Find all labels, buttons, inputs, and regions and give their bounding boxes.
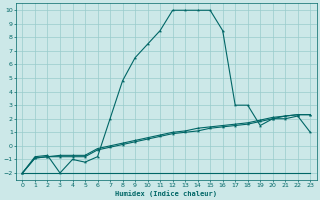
X-axis label: Humidex (Indice chaleur): Humidex (Indice chaleur) [116, 190, 217, 197]
